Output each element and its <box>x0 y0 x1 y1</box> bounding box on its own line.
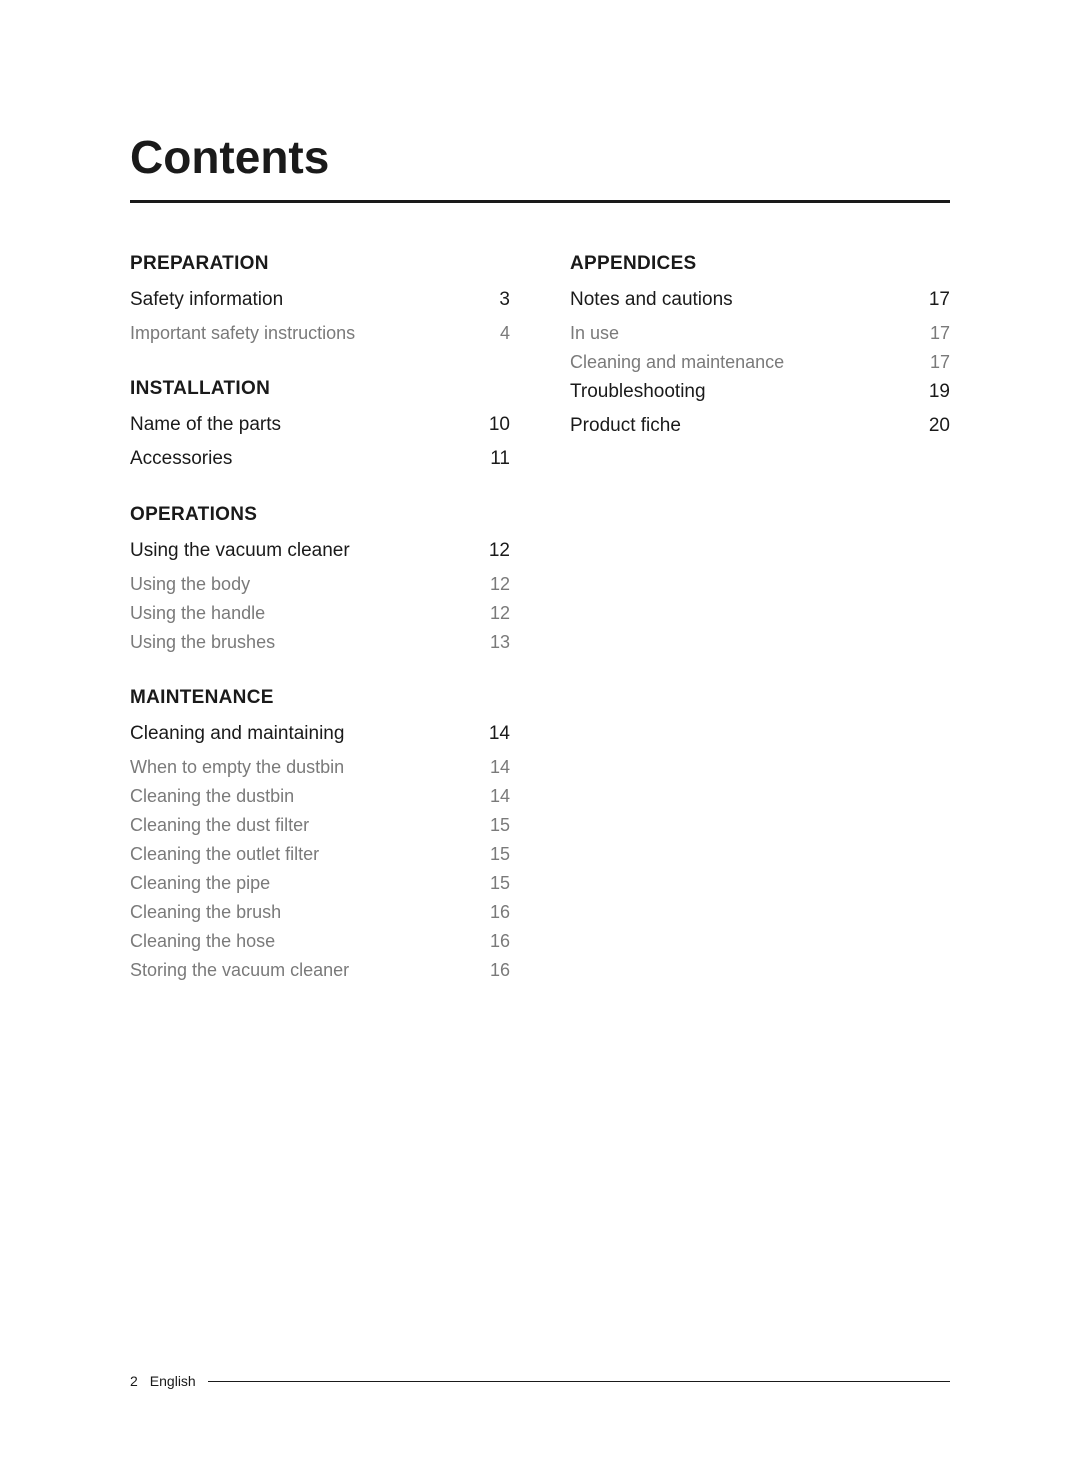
page-footer: 2 English <box>130 1373 950 1389</box>
toc-label: Important safety instructions <box>130 323 355 344</box>
toc-row: Cleaning and maintenance 17 <box>570 352 950 373</box>
toc-page: 4 <box>500 323 510 344</box>
toc-row: Using the body 12 <box>130 574 510 595</box>
toc-row: Cleaning the dustbin 14 <box>130 786 510 807</box>
toc-label: Using the vacuum cleaner <box>130 540 350 562</box>
toc-page: 14 <box>490 757 510 778</box>
toc-row: Cleaning and maintaining 14 <box>130 723 510 745</box>
toc-page: 3 <box>499 289 510 311</box>
toc-label: Cleaning the brush <box>130 902 281 923</box>
toc-page: 12 <box>490 603 510 624</box>
toc-label: Using the brushes <box>130 632 275 653</box>
toc-page: 17 <box>929 289 950 311</box>
toc-page: 19 <box>929 381 950 403</box>
toc-row: Cleaning the pipe 15 <box>130 873 510 894</box>
section-block: Safety information 3 Important safety inst… <box>130 289 510 344</box>
toc-page: 10 <box>489 414 510 436</box>
title-rule <box>130 200 950 203</box>
toc-row: Cleaning the brush 16 <box>130 902 510 923</box>
toc-row: Cleaning the dust filter 15 <box>130 815 510 836</box>
section-heading: INSTALLATION <box>130 378 510 400</box>
toc-page: 12 <box>490 574 510 595</box>
section-block: Name of the parts 10 Accessories 11 <box>130 414 510 470</box>
toc-row: Safety information 3 <box>130 289 510 311</box>
toc-row: When to empty the dustbin 14 <box>130 757 510 778</box>
section-heading: OPERATIONS <box>130 504 510 526</box>
toc-label: Cleaning the dust filter <box>130 815 309 836</box>
section-heading: APPENDICES <box>570 253 950 275</box>
section-heading: MAINTENANCE <box>130 687 510 709</box>
toc-label: Cleaning and maintenance <box>570 352 784 373</box>
toc-row: Cleaning the outlet filter 15 <box>130 844 510 865</box>
toc-page: 16 <box>490 960 510 981</box>
toc-label: Product fiche <box>570 415 681 437</box>
left-column: PREPARATION Safety information 3 Important … <box>130 253 510 991</box>
right-column: APPENDICESNotes and cautions17In use17Cl… <box>570 253 950 991</box>
toc-page: 15 <box>490 844 510 865</box>
toc-label: When to empty the dustbin <box>130 757 344 778</box>
section-block: Using the vacuum cleaner12Using the body… <box>130 540 510 653</box>
toc-row: Important safety instructions 4 <box>130 323 510 344</box>
toc-row: Storing the vacuum cleaner 16 <box>130 960 510 981</box>
toc-label: Storing the vacuum cleaner <box>130 960 349 981</box>
toc-row: In use 17 <box>570 323 950 344</box>
columns-container: PREPARATION Safety information 3 Important … <box>130 253 950 991</box>
toc-page: 15 <box>490 815 510 836</box>
toc-row: Product fiche 20 <box>570 415 950 437</box>
toc-page: 12 <box>489 540 510 562</box>
footer-language: English <box>150 1373 196 1389</box>
toc-row: Using the handle 12 <box>130 603 510 624</box>
toc-row: Name of the parts 10 <box>130 414 510 436</box>
section-block: Cleaning and maintaining14When to empty … <box>130 723 510 981</box>
toc-label: Accessories <box>130 448 232 470</box>
footer-page-number: 2 <box>130 1373 138 1389</box>
toc-row: Troubleshooting 19 <box>570 381 950 403</box>
toc-label: Name of the parts <box>130 414 281 436</box>
toc-label: In use <box>570 323 619 344</box>
toc-label: Notes and cautions <box>570 289 733 311</box>
toc-page: 15 <box>490 873 510 894</box>
toc-label: Cleaning the hose <box>130 931 275 952</box>
toc-page: 11 <box>490 448 510 470</box>
toc-label: Cleaning and maintaining <box>130 723 344 745</box>
toc-page: 16 <box>490 902 510 923</box>
toc-page: 17 <box>930 352 950 373</box>
section-block: Notes and cautions17In use17Cleaning and… <box>570 289 950 437</box>
toc-label: Safety information <box>130 289 283 311</box>
toc-label: Cleaning the dustbin <box>130 786 294 807</box>
toc-label: Troubleshooting <box>570 381 706 403</box>
toc-label: Cleaning the pipe <box>130 873 270 894</box>
toc-page: 17 <box>930 323 950 344</box>
toc-label: Using the handle <box>130 603 265 624</box>
toc-page: 16 <box>490 931 510 952</box>
toc-row: Cleaning the hose 16 <box>130 931 510 952</box>
toc-row: Using the brushes 13 <box>130 632 510 653</box>
toc-label: Cleaning the outlet filter <box>130 844 319 865</box>
toc-row: Using the vacuum cleaner 12 <box>130 540 510 562</box>
toc-page: 20 <box>929 415 950 437</box>
section-heading: PREPARATION <box>130 253 510 275</box>
toc-label: Using the body <box>130 574 250 595</box>
toc-page: 13 <box>490 632 510 653</box>
footer-rule <box>208 1381 950 1382</box>
page-title: Contents <box>130 130 950 184</box>
toc-row: Notes and cautions 17 <box>570 289 950 311</box>
toc-page: 14 <box>490 786 510 807</box>
toc-row: Accessories 11 <box>130 448 510 470</box>
toc-page: 14 <box>489 723 510 745</box>
